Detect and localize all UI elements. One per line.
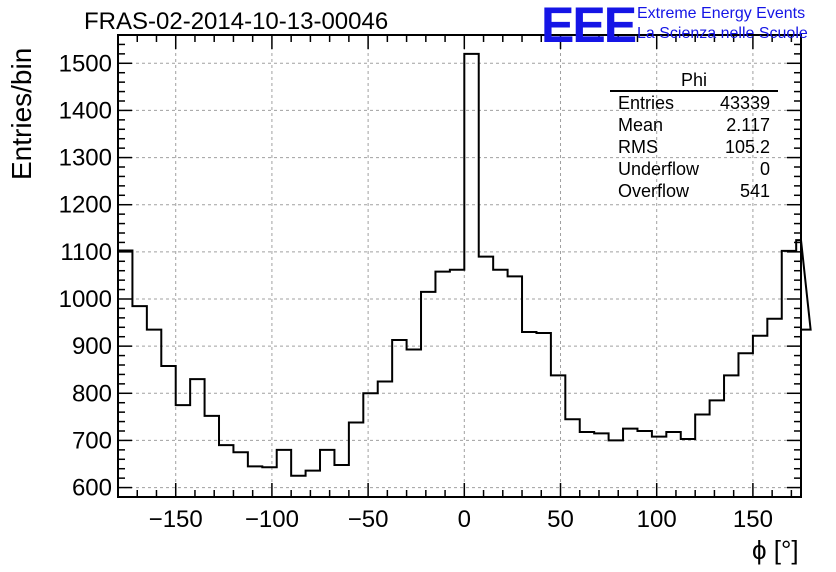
stats-value: 43339 — [719, 93, 770, 113]
stats-box: Phi Entries 43339 Mean 2.117 RMS 105.2 U… — [610, 70, 778, 202]
stats-row-mean: Mean 2.117 — [610, 114, 778, 136]
logo-line-1: Extreme Energy Events — [637, 5, 806, 22]
x-tick-label: 0 — [458, 506, 471, 533]
stats-label: Entries — [618, 93, 675, 113]
stats-label: Underflow — [618, 159, 700, 179]
stats-value: 541 — [739, 181, 770, 201]
logo-subtitle: Extreme Energy Events La Scienza nelle S… — [637, 4, 808, 44]
stats-label: Overflow — [618, 181, 690, 201]
stats-row-underflow: Underflow 0 — [610, 158, 778, 180]
y-tick-label: 1000 — [59, 286, 112, 313]
x-tick-label: 100 — [637, 506, 677, 533]
y-tick-label: 1100 — [60, 239, 112, 266]
y-tick-label: 800 — [72, 380, 112, 407]
chart-title: FRAS-02-2014-10-13-00046 — [84, 8, 389, 35]
x-axis-label: ϕ [°] — [752, 535, 799, 565]
y-tick-label: 1300 — [59, 145, 112, 172]
y-tick-label: 1200 — [59, 192, 112, 219]
x-tick-label: 50 — [547, 506, 574, 533]
stats-value: 0 — [759, 159, 770, 179]
stats-value: 2.117 — [726, 115, 770, 135]
x-tick-label: −50 — [348, 506, 389, 533]
stats-row-entries: Entries 43339 — [610, 92, 778, 114]
x-tick-label: 150 — [733, 506, 773, 533]
stats-row-rms: RMS 105.2 — [610, 136, 778, 158]
y-tick-label: 900 — [72, 333, 112, 360]
histogram-series — [118, 52, 812, 477]
y-axis-label: Entries/bin — [6, 47, 37, 180]
stats-value: 105.2 — [724, 137, 770, 157]
y-tick-label: 600 — [72, 475, 112, 502]
y-tick-label: 700 — [72, 427, 112, 454]
plot-frame — [117, 34, 802, 498]
x-tick-label: −150 — [149, 506, 203, 533]
stats-label: RMS — [618, 137, 658, 157]
y-tick-label: 1400 — [59, 97, 112, 124]
x-tick-label: −100 — [245, 506, 299, 533]
eee-logo: EEE — [541, 0, 637, 53]
stats-label: Mean — [618, 115, 664, 135]
logo-line-2: La Scienza nelle Scuole — [637, 25, 808, 42]
stats-title: Phi — [610, 70, 778, 92]
stats-row-overflow: Overflow 541 — [610, 180, 778, 202]
y-tick-label: 1500 — [59, 50, 112, 77]
